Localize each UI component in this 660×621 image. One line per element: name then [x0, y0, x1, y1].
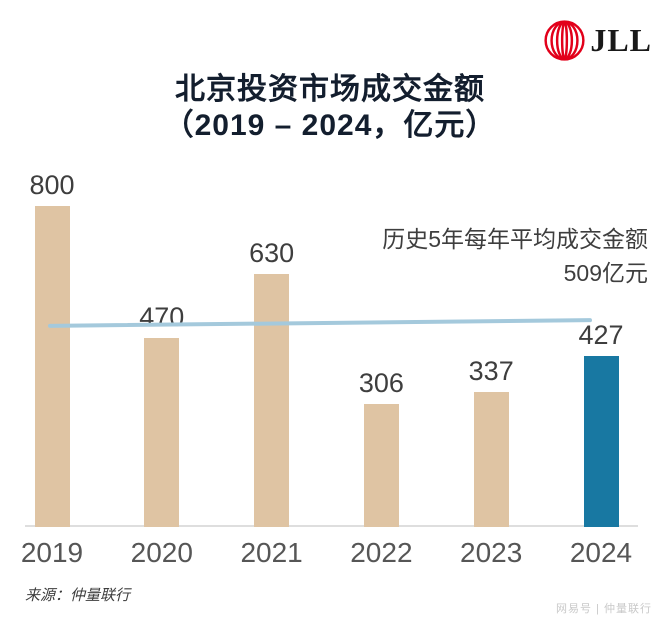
- average-annotation-line1: 历史5年每年平均成交金额: [382, 226, 648, 252]
- bar-2021: [254, 274, 290, 527]
- x-axis-label-2019: 2019: [20, 537, 84, 568]
- x-axis-label-2021: 2021: [240, 537, 303, 568]
- average-annotation-line2: 509亿元: [563, 260, 648, 286]
- x-axis-label-2024: 2024: [569, 537, 633, 568]
- x-axis-label-2020: 2020: [130, 537, 193, 568]
- value-label-2021: 630: [249, 238, 295, 268]
- chart-title-line1: 北京投资市场成交金额: [175, 73, 485, 106]
- bar-2022: [363, 404, 399, 527]
- chart-title: 北京投资市场成交金额 （2019 – 2024，亿元）: [0, 72, 660, 144]
- value-label-2019: 800: [29, 170, 75, 200]
- jll-logo-mark-icon: [544, 20, 585, 61]
- value-label-2020: 470: [139, 302, 185, 332]
- watermark: 网易号 | 仲量联行: [556, 603, 652, 615]
- bar-2023: [473, 392, 509, 527]
- jll-logo: JLL: [544, 20, 652, 61]
- bar-2020: [144, 338, 180, 527]
- chart-title-line2: （2019 – 2024，亿元）: [163, 109, 497, 142]
- source-note: 来源：仲量联行: [25, 587, 131, 604]
- value-label-2023: 337: [468, 356, 514, 386]
- x-axis-label-2023: 2023: [460, 537, 523, 568]
- average-annotation: 历史5年每年平均成交金额 509亿元: [382, 222, 648, 290]
- jll-logo-text: JLL: [590, 22, 652, 58]
- x-axis-label-2022: 2022: [350, 537, 413, 568]
- bar-2019: [34, 206, 70, 527]
- bar-2024: [583, 356, 619, 527]
- value-label-2022: 306: [358, 368, 404, 398]
- x-axis-line: [25, 525, 638, 527]
- value-label-2024: 427: [578, 320, 624, 350]
